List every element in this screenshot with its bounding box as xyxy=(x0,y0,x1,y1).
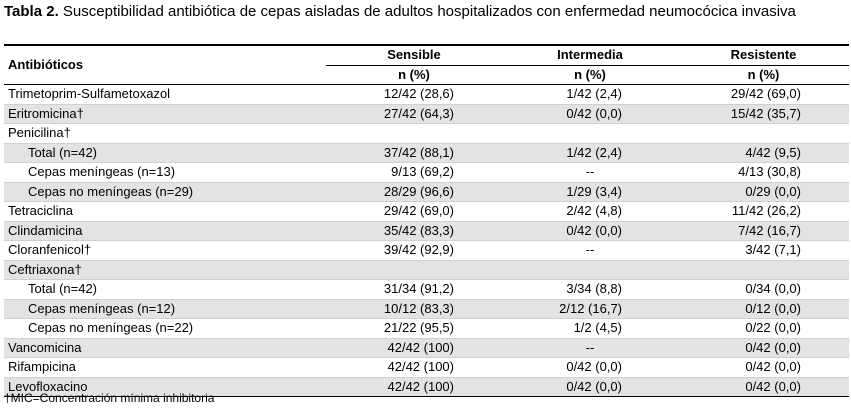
cell-intermedia xyxy=(502,123,678,144)
cell-sensible: 31/34 (91,2) xyxy=(326,279,502,300)
cell-resistente: 4/13 (30,8) xyxy=(678,162,849,183)
cell-sensible: 10/12 (83,3) xyxy=(326,299,502,319)
cell-intermedia: 0/42 (0,0) xyxy=(502,377,678,397)
cell-intermedia: 0/42 (0,0) xyxy=(502,221,678,241)
cell-resistente: 0/42 (0,0) xyxy=(678,377,849,397)
row-antibiotic-name: Tetraciclina xyxy=(4,201,326,222)
cell-intermedia: 3/34 (8,8) xyxy=(502,279,678,300)
table-row: Levofloxacino 42/42 (100) 0/42 (0,0) 0/42 (… xyxy=(4,377,849,397)
cell-sensible: 27/42 (64,3) xyxy=(326,104,502,124)
table-row: Ceftriaxona† xyxy=(4,260,849,280)
row-antibiotic-name: Ceftriaxona† xyxy=(4,260,326,280)
cell-sensible: 29/42 (69,0) xyxy=(326,201,502,222)
table-caption: Tabla 2. Susceptibilidad antibiótica de … xyxy=(4,3,796,21)
cell-intermedia: 2/12 (16,7) xyxy=(502,299,678,319)
row-antibiotic-name: Trimetoprim-Sulfametoxazol xyxy=(4,84,326,105)
row-antibiotic-name: Cloranfenicol† xyxy=(4,240,326,261)
header-resistente-unit: n (%) xyxy=(678,65,849,85)
header-sensible: Sensible xyxy=(326,44,502,66)
header-resistente: Resistente xyxy=(678,44,849,66)
cell-intermedia: -- xyxy=(502,240,678,261)
table-row: Cepas no meníngeas (n=22) 21/22 (95,5) 1/2… xyxy=(4,318,849,339)
cell-intermedia: 1/42 (2,4) xyxy=(502,143,678,163)
cell-sensible: 37/42 (88,1) xyxy=(326,143,502,163)
cell-sensible: 9/13 (69,2) xyxy=(326,162,502,183)
table-row: Tetraciclina 29/42 (69,0) 2/42 (4,8) 11/42 … xyxy=(4,201,849,222)
susceptibility-table: Antibióticos Sensible Intermedia Resiste… xyxy=(4,44,849,397)
cell-resistente xyxy=(678,123,849,144)
header-row-units: n (%) n (%) n (%) xyxy=(4,65,849,85)
table-row: Trimetoprim-Sulfametoxazol 12/42 (28,6) 1/… xyxy=(4,84,849,105)
cell-sensible: 42/42 (100) xyxy=(326,377,502,397)
cell-resistente: 0/29 (0,0) xyxy=(678,182,849,202)
table-body: Trimetoprim-Sulfametoxazol 12/42 (28,6) 1/… xyxy=(4,84,849,397)
cell-resistente xyxy=(678,260,849,280)
cell-sensible xyxy=(326,260,502,280)
cell-resistente: 0/34 (0,0) xyxy=(678,279,849,300)
cell-intermedia: 1/2 (4,5) xyxy=(502,318,678,339)
cell-resistente: 4/42 (9,5) xyxy=(678,143,849,163)
header-sensible-unit: n (%) xyxy=(326,65,502,85)
cell-intermedia: 1/42 (2,4) xyxy=(502,84,678,105)
table-row: Total (n=42) 31/34 (91,2) 3/34 (8,8) 0/34 (… xyxy=(4,279,849,300)
cell-sensible: 28/29 (96,6) xyxy=(326,182,502,202)
cell-sensible: 21/22 (95,5) xyxy=(326,318,502,339)
row-antibiotic-name: Levofloxacino xyxy=(4,377,326,397)
cell-resistente: 3/42 (7,1) xyxy=(678,240,849,261)
cell-resistente: 29/42 (69,0) xyxy=(678,84,849,105)
row-antibiotic-name: Total (n=42) xyxy=(4,143,326,163)
row-antibiotic-name: Clindamicina xyxy=(4,221,326,241)
cell-sensible: 39/42 (92,9) xyxy=(326,240,502,261)
caption-label: Tabla 2. xyxy=(4,3,59,20)
cell-resistente: 0/42 (0,0) xyxy=(678,338,849,358)
cell-resistente: 15/42 (35,7) xyxy=(678,104,849,124)
cell-intermedia: 0/42 (0,0) xyxy=(502,357,678,378)
row-antibiotic-name: Vancomicina xyxy=(4,338,326,358)
table-row: Cepas meníngeas (n=12) 10/12 (83,3) 2/12 (… xyxy=(4,299,849,319)
header-antibiotics: Antibióticos xyxy=(4,44,326,85)
cell-resistente: 0/12 (0,0) xyxy=(678,299,849,319)
row-antibiotic-name: Penicilina† xyxy=(4,123,326,144)
row-antibiotic-name: Total (n=42) xyxy=(4,279,326,300)
cell-intermedia: 2/42 (4,8) xyxy=(502,201,678,222)
row-antibiotic-name: Cepas meníngeas (n=12) xyxy=(4,299,326,319)
caption-text: Susceptibilidad antibiótica de cepas ais… xyxy=(58,3,796,20)
header-intermedia: Intermedia xyxy=(502,44,678,66)
cell-resistente: 0/42 (0,0) xyxy=(678,357,849,378)
cell-intermedia: -- xyxy=(502,338,678,358)
cell-sensible: 35/42 (83,3) xyxy=(326,221,502,241)
row-antibiotic-name: Cepas no meníngeas (n=29) xyxy=(4,182,326,202)
row-antibiotic-name: Eritromicina† xyxy=(4,104,326,124)
cell-sensible: 12/42 (28,6) xyxy=(326,84,502,105)
table-row: Total (n=42) 37/42 (88,1) 1/42 (2,4) 4/42 (… xyxy=(4,143,849,163)
cell-resistente: 11/42 (26,2) xyxy=(678,201,849,222)
cell-sensible: 42/42 (100) xyxy=(326,338,502,358)
cell-intermedia xyxy=(502,260,678,280)
header-intermedia-unit: n (%) xyxy=(502,65,678,85)
row-antibiotic-name: Rifampicina xyxy=(4,357,326,378)
row-antibiotic-name: Cepas meníngeas (n=13) xyxy=(4,162,326,183)
cell-intermedia: -- xyxy=(502,162,678,183)
cell-sensible: 42/42 (100) xyxy=(326,357,502,378)
row-antibiotic-name: Cepas no meníngeas (n=22) xyxy=(4,318,326,339)
table-row: Rifampicina 42/42 (100) 0/42 (0,0) 0/42 (0,… xyxy=(4,357,849,378)
cell-resistente: 0/22 (0,0) xyxy=(678,318,849,339)
table-row: Eritromicina† 27/42 (64,3) 0/42 (0,0) 15/42… xyxy=(4,104,849,124)
table-row: Clindamicina 35/42 (83,3) 0/42 (0,0) 7/42 (… xyxy=(4,221,849,241)
footnote: †MIC=Concentración mínima inhibitoria xyxy=(4,391,215,405)
table-row: Penicilina† xyxy=(4,123,849,144)
cell-sensible xyxy=(326,123,502,144)
table-row: Vancomicina 42/42 (100) -- 0/42 (0,0) xyxy=(4,338,849,358)
table-row: Cloranfenicol† 39/42 (92,9) -- 3/42 (7,1) xyxy=(4,240,849,261)
header-row-groups: Antibióticos Sensible Intermedia Resiste… xyxy=(4,44,849,85)
table-row: Cepas meníngeas (n=13) 9/13 (69,2) -- 4/13 … xyxy=(4,162,849,183)
table-row: Cepas no meníngeas (n=29) 28/29 (96,6) 1/2… xyxy=(4,182,849,202)
cell-resistente: 7/42 (16,7) xyxy=(678,221,849,241)
cell-intermedia: 1/29 (3,4) xyxy=(502,182,678,202)
cell-intermedia: 0/42 (0,0) xyxy=(502,104,678,124)
